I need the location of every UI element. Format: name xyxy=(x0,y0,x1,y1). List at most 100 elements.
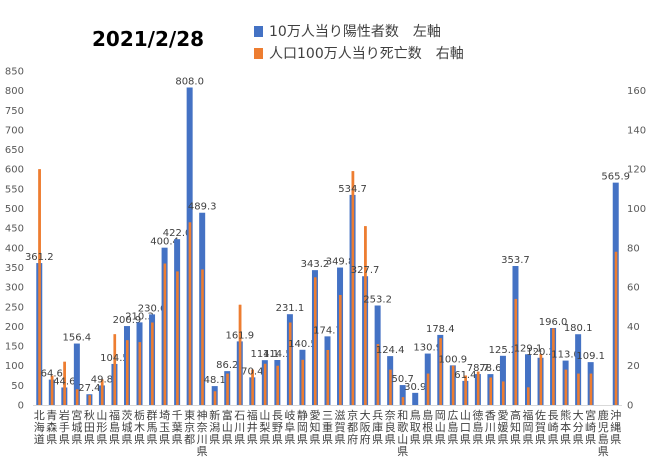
deaths-bar-overlay xyxy=(88,395,91,405)
deaths-bar-overlay xyxy=(75,389,79,405)
deaths-bar-overlay xyxy=(527,387,530,405)
deaths-bar-overlay xyxy=(176,271,179,405)
category-label: 長崎県 xyxy=(548,409,559,446)
data-label: 114.5 xyxy=(263,349,292,360)
deaths-bar-overlay xyxy=(501,381,505,405)
data-label: 124.4 xyxy=(376,345,405,356)
category-label: 沖縄県 xyxy=(610,409,621,446)
data-label: 30.9 xyxy=(404,382,426,393)
deaths-bar-overlay xyxy=(313,277,317,405)
category-label: 新潟県 xyxy=(209,408,220,446)
deaths-bar-overlay xyxy=(389,369,392,405)
category-label: 大阪府 xyxy=(360,408,371,446)
data-label: 104.5 xyxy=(100,353,129,364)
data-label: 196.0 xyxy=(539,317,568,328)
data-label: 327.7 xyxy=(351,265,380,276)
category-label: 神奈川県 xyxy=(197,408,208,458)
deaths-bar-overlay xyxy=(213,391,217,405)
right-axis-tick-label: 40 xyxy=(627,322,640,333)
data-label: 86.2 xyxy=(216,360,238,371)
data-label: 353.7 xyxy=(501,255,530,266)
data-label: 174.7 xyxy=(313,325,342,336)
category-label: 東京都 xyxy=(184,409,195,446)
right-axis-tick-label: 80 xyxy=(627,243,640,254)
deaths-bar-overlay xyxy=(163,263,167,405)
data-label: 422.0 xyxy=(163,228,192,239)
positive-bar xyxy=(73,343,80,405)
category-label: 三重県 xyxy=(322,409,333,446)
category-label: 島根県 xyxy=(422,408,433,446)
deaths-bar-overlay xyxy=(401,397,405,405)
positive-bar xyxy=(575,334,582,405)
left-axis-tick-label: 200 xyxy=(5,322,24,333)
category-label: 群馬県 xyxy=(147,408,158,446)
deaths-bar-overlay xyxy=(151,322,154,405)
category-label: 奈良県 xyxy=(385,408,396,446)
category-label: 岩手県 xyxy=(59,408,70,446)
data-label: 64.6 xyxy=(41,369,63,380)
category-label: 香川県 xyxy=(485,409,496,446)
category-label: 岐阜県 xyxy=(284,409,295,446)
deaths-bar-overlay xyxy=(113,334,117,405)
category-label: 茨城県 xyxy=(121,408,132,446)
deaths-bar-overlay xyxy=(489,377,493,405)
legend-label-deaths: 人口100万人当り死亡数 右軸 xyxy=(269,46,464,62)
deaths-bar-overlay xyxy=(251,369,254,405)
deaths-bar-overlay xyxy=(514,298,518,405)
category-label: 京都府 xyxy=(347,408,358,446)
category-label: 栃木県 xyxy=(134,408,145,446)
data-label: 156.4 xyxy=(63,333,92,344)
data-label: 114.1 xyxy=(251,349,280,360)
data-label: 130.9 xyxy=(413,343,442,354)
category-label: 秋田県 xyxy=(84,408,95,446)
left-axis-tick-label: 550 xyxy=(5,184,24,195)
data-label: 343.2 xyxy=(301,259,330,270)
left-axis-tick-label: 150 xyxy=(5,342,24,353)
category-label: 兵庫県 xyxy=(372,409,383,446)
category-label: 熊本県 xyxy=(560,408,571,446)
category-label: 宮崎県 xyxy=(585,408,596,446)
deaths-bar-overlay xyxy=(38,169,41,405)
data-label: 253.2 xyxy=(363,295,392,306)
legend-label-positive: 10万人当り陽性者数 左軸 xyxy=(269,24,441,40)
deaths-bar-overlay xyxy=(288,322,292,405)
data-label: 44.6 xyxy=(53,376,75,387)
deaths-bar-overlay xyxy=(201,269,204,405)
data-label: 129.1 xyxy=(514,343,543,354)
left-axis-tick-label: 0 xyxy=(18,401,24,412)
deaths-bar-overlay xyxy=(301,359,305,405)
right-axis-tick-label: 60 xyxy=(627,283,640,294)
deaths-bar-overlay xyxy=(577,373,580,405)
data-label: 231.1 xyxy=(276,303,305,314)
category-label: 大分県 xyxy=(573,408,584,446)
category-label: 山口県 xyxy=(460,409,471,446)
category-label: 北海道 xyxy=(34,409,45,446)
data-label: 400.4 xyxy=(150,237,179,248)
left-axis-tick-label: 250 xyxy=(5,302,24,313)
category-label: 愛知県 xyxy=(309,409,320,446)
deaths-bar-overlay xyxy=(564,369,568,405)
deaths-bar-overlay xyxy=(451,365,455,405)
left-axis-tick-label: 50 xyxy=(11,381,24,392)
category-label: 鳥取県 xyxy=(410,408,421,446)
deaths-bar-overlay xyxy=(439,338,442,405)
data-label: 230.6 xyxy=(138,303,167,314)
data-label: 100.9 xyxy=(438,354,467,365)
chart-date-title: 2021/2/28 xyxy=(92,27,205,51)
deaths-bar-overlay xyxy=(276,365,279,405)
category-label: 宮城県 xyxy=(71,408,82,446)
left-axis-tick-label: 650 xyxy=(5,145,24,156)
deaths-bar-overlay xyxy=(376,344,380,405)
legend-swatch-deaths xyxy=(254,47,263,59)
deaths-bar-overlay xyxy=(539,353,543,405)
data-label: 78.6 xyxy=(479,363,501,374)
data-label: 113.0 xyxy=(551,350,580,361)
left-axis-tick-label: 600 xyxy=(5,165,24,176)
left-axis-tick-label: 850 xyxy=(5,67,24,78)
deaths-bar-overlay xyxy=(364,226,367,405)
data-label: 48.1 xyxy=(204,375,226,386)
data-label: 161.9 xyxy=(225,330,254,341)
category-label: 福島県 xyxy=(109,408,120,446)
category-label: 石川県 xyxy=(234,409,245,446)
